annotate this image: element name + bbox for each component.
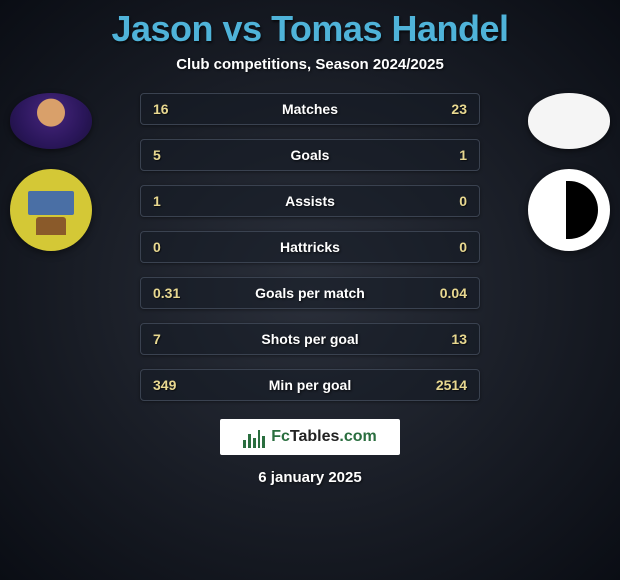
player1-club-badge [10,169,92,251]
stat-label: Hattricks [280,239,340,255]
footer-brand-part3: .com [339,428,376,445]
player-right-column [528,93,610,251]
footer-brand-part2: Tables [290,428,340,445]
stat-row: 1 Assists 0 [140,185,480,217]
stat-label: Goals per match [255,285,365,301]
player1-name: Jason [111,8,213,49]
bar-icon-segment [258,430,261,448]
stat-label: Matches [282,101,338,117]
bar-icon-segment [253,438,256,448]
bar-icon-segment [243,440,246,448]
stat-value-right: 0 [431,239,467,255]
stat-value-right: 13 [431,331,467,347]
stat-value-left: 0 [153,239,189,255]
stat-value-right: 2514 [431,377,467,393]
stat-row: 16 Matches 23 [140,93,480,125]
comparison-content: 16 Matches 23 5 Goals 1 1 Assists 0 0 Hattricks 0 0.… [0,93,620,401]
stat-row: 7 Shots per goal 13 [140,323,480,355]
stat-value-right: 0.04 [431,285,467,301]
stat-value-left: 5 [153,147,189,163]
stat-row: 5 Goals 1 [140,139,480,171]
footer-date: 6 january 2025 [0,469,620,486]
stat-row: 0.31 Goals per match 0.04 [140,277,480,309]
stat-label: Assists [285,193,335,209]
stat-row: 349 Min per goal 2514 [140,369,480,401]
vs-text: vs [223,8,262,49]
stat-value-right: 1 [431,147,467,163]
bar-icon-segment [248,434,251,448]
stat-value-left: 1 [153,193,189,209]
stat-label: Min per goal [269,377,351,393]
footer-brand-text: FcTables.com [271,428,377,446]
bar-icon-segment [262,436,265,448]
stat-value-left: 16 [153,101,189,117]
header: Jason vs Tomas Handel Club competitions,… [0,0,620,73]
player2-name: Tomas Handel [271,8,508,49]
page-title: Jason vs Tomas Handel [0,8,620,50]
player1-photo [10,93,92,149]
player-left-column [10,93,92,251]
stat-value-left: 349 [153,377,189,393]
stat-label: Shots per goal [261,331,358,347]
player2-club-badge [528,169,610,251]
footer-brand-part1: Fc [271,428,290,445]
stat-value-right: 23 [431,101,467,117]
stat-value-left: 7 [153,331,189,347]
player2-photo [528,93,610,149]
bar-chart-icon [243,426,265,448]
subtitle: Club competitions, Season 2024/2025 [0,56,620,73]
footer-brand-logo[interactable]: FcTables.com [220,419,400,455]
stat-value-left: 0.31 [153,285,189,301]
stat-row: 0 Hattricks 0 [140,231,480,263]
stat-label: Goals [291,147,330,163]
stat-value-right: 0 [431,193,467,209]
stats-table: 16 Matches 23 5 Goals 1 1 Assists 0 0 Hattricks 0 0.… [140,93,480,401]
